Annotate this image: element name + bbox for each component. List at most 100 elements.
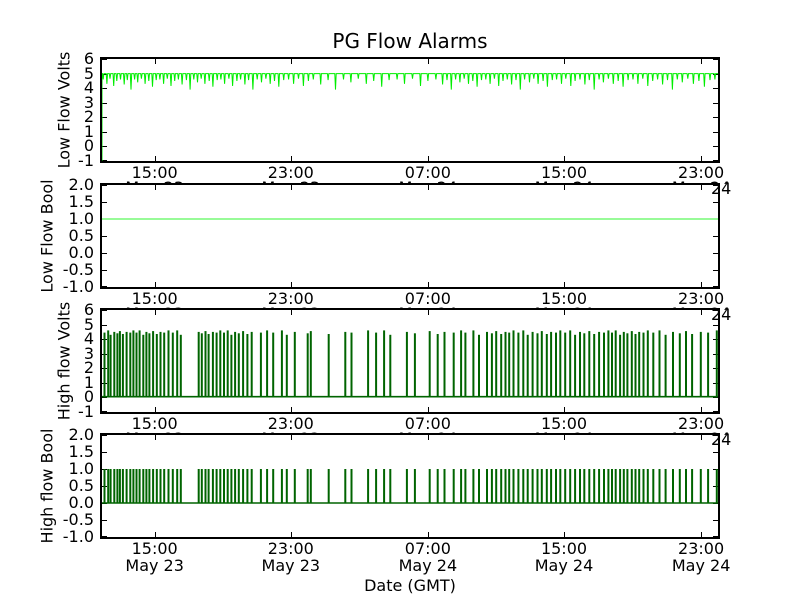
y-tick-mark <box>102 185 107 186</box>
y-tick-label: 1.0 <box>68 459 94 478</box>
pulse <box>293 469 296 503</box>
pulse <box>280 469 283 503</box>
pulse <box>121 334 124 398</box>
pulse <box>630 469 633 503</box>
pulse <box>550 469 553 503</box>
pulse <box>259 332 262 398</box>
x-tick-date-label-clipped: May 24 <box>399 431 458 435</box>
y-tick-mark <box>102 536 107 537</box>
pulse <box>678 333 681 398</box>
x-tick-date-label: May 24 <box>534 556 594 575</box>
x-tick-mark <box>428 407 429 412</box>
x-tick-date-label-clipped: May 23 <box>262 431 321 435</box>
pulse <box>118 331 121 398</box>
x-tick-mark <box>564 532 565 537</box>
x-tick-mark <box>155 407 156 412</box>
pulse <box>234 469 237 503</box>
pulse <box>242 469 245 503</box>
pulse <box>504 331 507 398</box>
pulse <box>658 469 661 503</box>
pulse <box>512 330 515 398</box>
x-tick-mark <box>428 156 429 161</box>
pulse <box>536 333 539 398</box>
series-plot-area <box>102 73 718 161</box>
x-tick-date-label-clipped: May 24 <box>399 306 458 310</box>
pulse <box>622 469 625 503</box>
pulse <box>579 331 581 398</box>
y-tick-mark <box>102 411 107 412</box>
x-tick-time-label: 15:00 <box>131 163 178 182</box>
pulse <box>614 330 617 398</box>
x-tick-date-clipped-row: May 23 May 23 May 24 May 24 May 24 <box>0 180 800 184</box>
pulse <box>545 469 548 503</box>
y-tick-mark <box>713 286 718 287</box>
pulse <box>350 332 353 398</box>
pulse <box>646 469 649 503</box>
x-tick-mark <box>701 282 702 287</box>
y-tick-label: 0.0 <box>68 243 94 262</box>
y-tick-mark <box>713 103 718 104</box>
y-tick-label: 1 <box>83 122 94 141</box>
pulse <box>630 331 633 398</box>
pulse <box>593 469 596 503</box>
pulse <box>176 469 179 503</box>
y-tick-mark <box>713 368 718 369</box>
x-tick-date-label-clipped: May 23 <box>262 180 321 184</box>
pulse <box>569 330 572 398</box>
panel-low-flow-volts <box>100 57 720 163</box>
pulse <box>443 331 446 398</box>
x-tick-date-label-clipped: May 24 <box>535 306 594 310</box>
x-tick-mark <box>291 532 292 537</box>
pulse <box>652 469 655 503</box>
y-tick-mark <box>102 325 107 326</box>
pulse <box>383 469 386 503</box>
pulse <box>652 332 655 398</box>
pulse <box>559 469 562 503</box>
y-tick-mark <box>713 132 718 133</box>
pulse <box>211 331 214 398</box>
pulse <box>531 469 534 503</box>
pulse <box>626 333 629 398</box>
x-tick-date-label-clipped: May 24 <box>672 180 731 184</box>
pulse <box>367 469 370 503</box>
pulse <box>103 332 106 398</box>
x-tick-mark <box>428 310 429 315</box>
pulse <box>540 331 543 398</box>
x-tick-date-label-clipped: May 24 <box>535 180 594 184</box>
x-tick-mark <box>155 282 156 287</box>
y-tick-mark <box>713 397 718 398</box>
y-tick-label: -0.5 <box>62 260 94 279</box>
x-tick-mark <box>155 532 156 537</box>
y-tick-mark <box>713 185 718 186</box>
pulse <box>490 469 493 503</box>
pulse <box>135 332 138 398</box>
x-tick-mark <box>155 59 156 64</box>
pulse <box>121 469 124 503</box>
pulse <box>309 469 312 503</box>
pulse <box>715 330 718 398</box>
pulse <box>550 331 553 398</box>
y-tick-label: 2 <box>83 358 94 377</box>
pulse <box>113 469 116 503</box>
y-tick-mark <box>713 270 718 271</box>
x-tick-mark <box>155 310 156 315</box>
pulse <box>266 330 269 398</box>
x-tick-date-label-clipped: May 24 <box>399 180 458 184</box>
pulse <box>593 334 596 398</box>
y-tick-mark <box>102 74 107 75</box>
x-tick-mark <box>701 310 702 315</box>
x-tick-time-label: 23:00 <box>267 289 314 308</box>
pulse <box>211 469 214 503</box>
pulse <box>383 330 386 398</box>
x-tick-mark <box>291 59 292 64</box>
y-tick-label: 0 <box>83 387 94 406</box>
pulse <box>522 469 525 503</box>
pulse <box>259 469 262 503</box>
pulse <box>626 469 629 503</box>
y-tick-mark <box>713 383 718 384</box>
pulse <box>664 469 667 503</box>
pulse <box>619 334 622 398</box>
pulse <box>327 334 330 398</box>
y-tick-label: 2.0 <box>68 425 94 444</box>
x-tick-time-label: 23:00 <box>678 414 725 433</box>
